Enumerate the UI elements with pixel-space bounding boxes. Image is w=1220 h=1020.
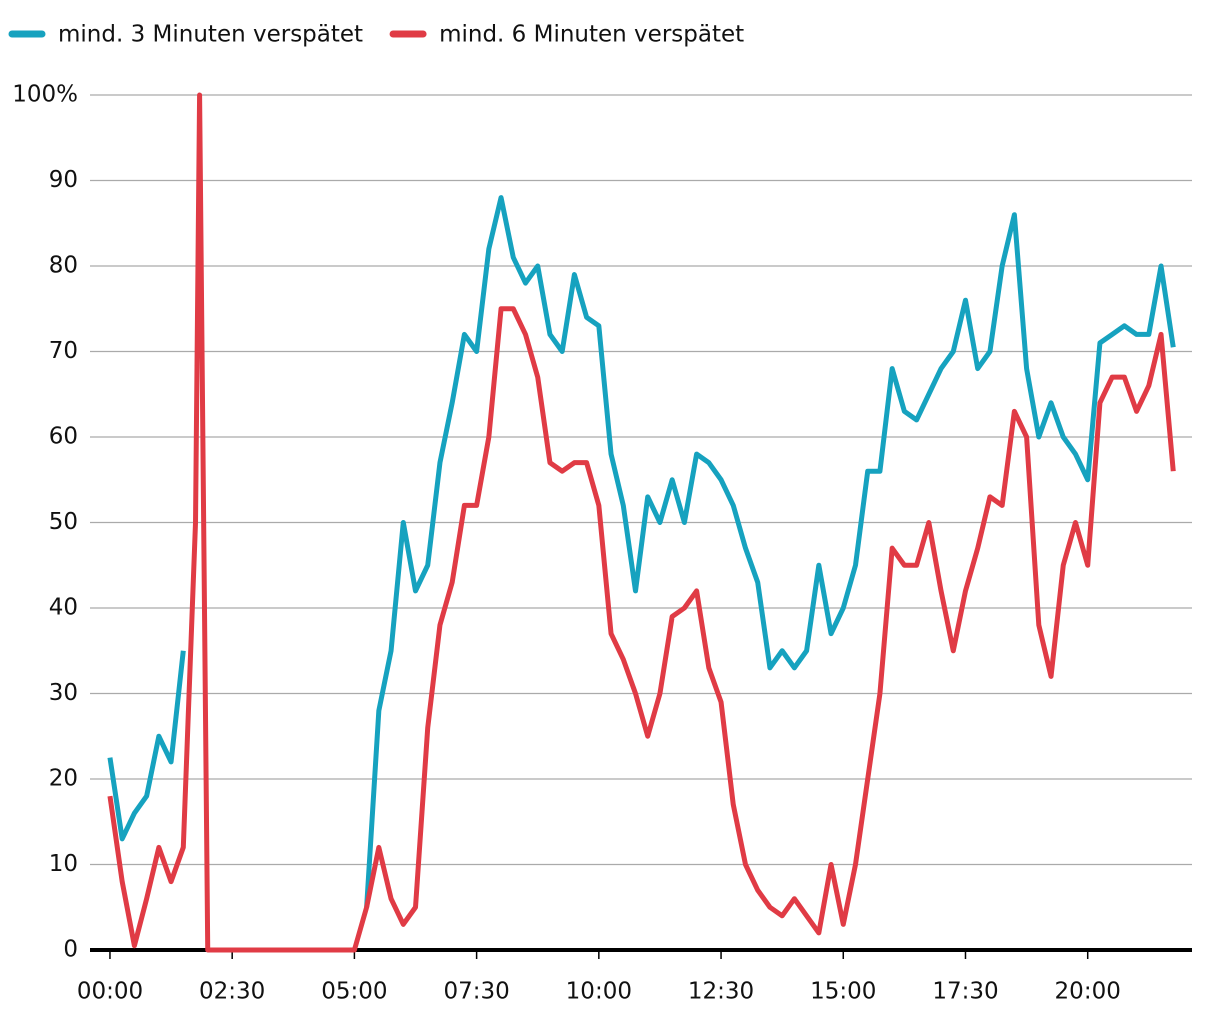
y-tick-label: 70 [49,338,78,364]
y-tick-label: 100% [12,82,78,108]
y-tick-label: 40 [49,595,78,621]
line [107,92,1176,953]
line [364,195,1176,908]
x-tick-label: 10:00 [566,979,632,1005]
y-tick-label: 0 [63,937,78,963]
y-tick-label: 50 [49,509,78,535]
legend-label: mind. 6 Minuten verspätet [439,22,744,48]
x-tick-label: 12:30 [688,979,754,1005]
y-tick-label: 60 [49,424,78,450]
legend-label: mind. 3 Minuten verspätet [58,22,363,48]
x-tick-label: 00:00 [77,979,143,1005]
x-tick-label: 07:30 [443,979,509,1005]
x-tick-label: 20:00 [1055,979,1121,1005]
y-tick-label: 30 [49,680,78,706]
y-tick-label: 10 [49,851,78,877]
line [107,650,186,842]
y-tick-label: 20 [49,766,78,792]
y-tick-label: 80 [49,253,78,279]
x-tick-label: 15:00 [810,979,876,1005]
x-tick-label: 17:30 [932,979,998,1005]
x-tick-label: 02:30 [199,979,265,1005]
y-tick-label: 90 [49,167,78,193]
x-tick-label: 05:00 [321,979,387,1005]
